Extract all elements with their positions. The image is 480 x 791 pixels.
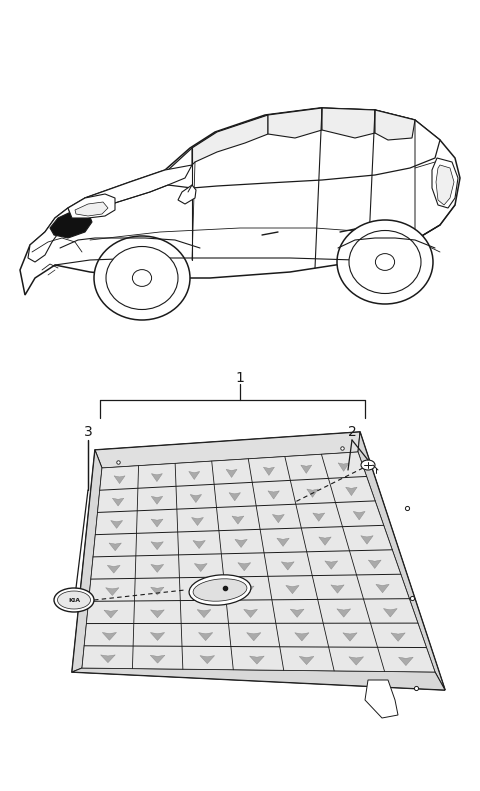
Polygon shape: [102, 633, 117, 640]
Polygon shape: [101, 655, 115, 663]
Polygon shape: [368, 560, 381, 569]
Polygon shape: [391, 633, 405, 642]
Ellipse shape: [193, 579, 247, 601]
Polygon shape: [232, 516, 244, 524]
Polygon shape: [281, 562, 294, 570]
Polygon shape: [150, 655, 165, 663]
Ellipse shape: [94, 236, 190, 320]
Ellipse shape: [189, 575, 251, 605]
Polygon shape: [151, 497, 163, 504]
Ellipse shape: [54, 588, 94, 612]
Polygon shape: [361, 536, 373, 544]
Polygon shape: [151, 610, 164, 618]
Polygon shape: [108, 566, 120, 573]
Polygon shape: [194, 563, 207, 572]
Polygon shape: [247, 633, 261, 641]
Polygon shape: [151, 474, 162, 482]
Polygon shape: [337, 609, 350, 617]
Polygon shape: [358, 432, 445, 690]
Polygon shape: [20, 108, 460, 295]
Polygon shape: [319, 537, 331, 545]
Polygon shape: [28, 208, 72, 262]
Polygon shape: [226, 469, 237, 478]
Polygon shape: [295, 633, 309, 641]
Polygon shape: [349, 657, 363, 665]
Polygon shape: [72, 432, 445, 690]
Polygon shape: [299, 657, 314, 664]
Polygon shape: [72, 450, 102, 672]
Polygon shape: [112, 498, 124, 506]
Polygon shape: [268, 108, 322, 138]
Polygon shape: [331, 585, 344, 593]
Polygon shape: [244, 609, 257, 618]
Polygon shape: [277, 538, 289, 547]
Polygon shape: [192, 517, 204, 525]
Ellipse shape: [337, 220, 433, 304]
Polygon shape: [301, 465, 312, 473]
Ellipse shape: [58, 591, 91, 609]
Text: 1: 1: [236, 371, 244, 385]
Polygon shape: [178, 185, 196, 204]
Polygon shape: [376, 585, 389, 592]
Polygon shape: [432, 158, 458, 208]
Polygon shape: [190, 494, 202, 502]
Polygon shape: [307, 489, 318, 498]
Polygon shape: [343, 633, 357, 642]
Polygon shape: [375, 110, 415, 140]
Polygon shape: [109, 543, 121, 551]
Polygon shape: [106, 588, 119, 596]
Polygon shape: [193, 540, 205, 548]
Polygon shape: [241, 586, 254, 594]
Polygon shape: [286, 585, 299, 594]
Polygon shape: [111, 520, 122, 528]
Polygon shape: [151, 587, 164, 595]
Text: KIA: KIA: [68, 597, 80, 603]
Polygon shape: [104, 610, 118, 618]
Polygon shape: [75, 202, 108, 216]
Polygon shape: [313, 513, 324, 521]
Polygon shape: [250, 656, 264, 664]
Polygon shape: [384, 608, 397, 617]
Polygon shape: [200, 656, 215, 664]
Polygon shape: [50, 210, 92, 238]
Polygon shape: [322, 108, 375, 138]
Polygon shape: [151, 565, 164, 573]
Polygon shape: [192, 115, 268, 165]
Polygon shape: [338, 463, 349, 471]
Polygon shape: [365, 680, 398, 718]
Polygon shape: [151, 519, 163, 527]
Polygon shape: [196, 587, 209, 595]
Polygon shape: [199, 633, 213, 641]
Polygon shape: [325, 561, 337, 570]
Text: 3: 3: [84, 425, 92, 439]
Polygon shape: [235, 539, 247, 547]
Polygon shape: [290, 609, 304, 617]
Polygon shape: [151, 542, 163, 550]
Polygon shape: [398, 657, 413, 665]
Polygon shape: [272, 514, 284, 523]
Polygon shape: [72, 668, 445, 690]
Ellipse shape: [375, 254, 395, 271]
Polygon shape: [168, 108, 440, 188]
Polygon shape: [189, 471, 200, 479]
Polygon shape: [150, 633, 165, 641]
Polygon shape: [436, 165, 454, 205]
Ellipse shape: [361, 460, 375, 470]
Ellipse shape: [106, 247, 178, 309]
Polygon shape: [197, 610, 211, 618]
Polygon shape: [82, 452, 435, 672]
Polygon shape: [353, 512, 365, 520]
Polygon shape: [238, 562, 251, 571]
Polygon shape: [95, 432, 360, 468]
Polygon shape: [346, 487, 357, 496]
Ellipse shape: [132, 270, 152, 286]
Polygon shape: [68, 194, 115, 218]
Polygon shape: [268, 491, 279, 499]
Polygon shape: [229, 493, 240, 501]
Polygon shape: [114, 476, 125, 483]
Text: 2: 2: [348, 425, 356, 439]
Ellipse shape: [349, 230, 421, 293]
Polygon shape: [85, 165, 192, 212]
Polygon shape: [264, 467, 275, 475]
